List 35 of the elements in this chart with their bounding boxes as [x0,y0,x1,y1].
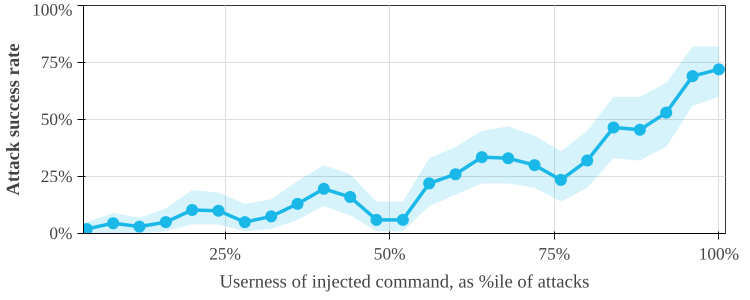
x-tick-label: 50% [374,244,406,264]
point [292,198,304,210]
y-tick-label: 75% [40,53,73,72]
x-axis-title: Userness of injected command, as %ile of attacks [220,272,590,292]
point [396,214,409,226]
point [107,217,120,230]
point [186,204,198,216]
y-axis-title: Attack success rate [3,43,24,196]
point [502,152,514,164]
point [660,106,672,119]
point [265,210,278,222]
point [554,174,567,186]
y-tick-label: 0% [49,224,73,243]
x-tick-label: 75% [538,244,570,264]
x-tick-label: 100% [698,244,740,264]
y-tick-label: 25% [40,167,73,186]
y-tick-label: 50% [40,110,73,129]
point [476,151,488,164]
point [370,214,383,226]
x-tick-label: 25% [209,244,241,264]
point [423,177,436,190]
point [318,182,330,195]
point [528,159,541,172]
y-tick-label: 100% [32,0,73,20]
point [160,216,172,228]
point [581,154,594,167]
point [238,216,251,228]
point [133,220,146,233]
point [634,124,646,136]
point [450,168,462,180]
point [712,63,725,76]
point [344,191,356,204]
point [212,204,224,217]
point [608,121,620,134]
point [686,70,699,82]
